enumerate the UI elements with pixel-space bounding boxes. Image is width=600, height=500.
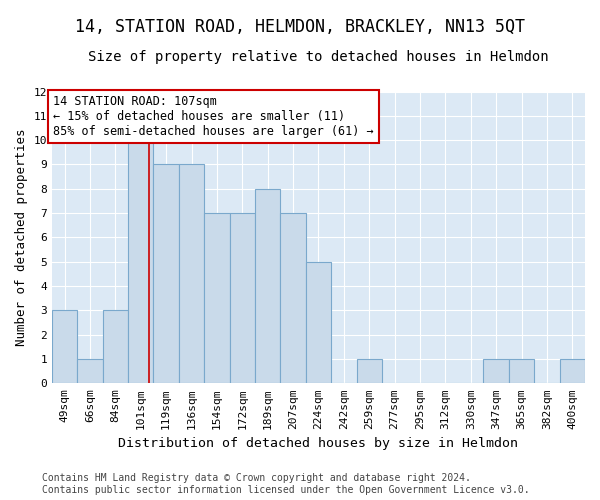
Bar <box>128 140 154 384</box>
Bar <box>484 359 509 384</box>
Title: Size of property relative to detached houses in Helmdon: Size of property relative to detached ho… <box>88 50 549 64</box>
Bar <box>280 213 306 384</box>
Bar <box>179 164 204 384</box>
Bar <box>509 359 534 384</box>
Bar <box>255 189 280 384</box>
Y-axis label: Number of detached properties: Number of detached properties <box>15 128 28 346</box>
Bar <box>306 262 331 384</box>
Bar <box>154 164 179 384</box>
Bar <box>560 359 585 384</box>
Text: Contains HM Land Registry data © Crown copyright and database right 2024.
Contai: Contains HM Land Registry data © Crown c… <box>42 474 530 495</box>
Text: 14 STATION ROAD: 107sqm
← 15% of detached houses are smaller (11)
85% of semi-de: 14 STATION ROAD: 107sqm ← 15% of detache… <box>53 95 374 138</box>
Text: 14, STATION ROAD, HELMDON, BRACKLEY, NN13 5QT: 14, STATION ROAD, HELMDON, BRACKLEY, NN1… <box>75 18 525 36</box>
Bar <box>52 310 77 384</box>
Bar <box>204 213 230 384</box>
Bar <box>356 359 382 384</box>
Bar <box>103 310 128 384</box>
Bar <box>230 213 255 384</box>
Bar <box>77 359 103 384</box>
X-axis label: Distribution of detached houses by size in Helmdon: Distribution of detached houses by size … <box>118 437 518 450</box>
